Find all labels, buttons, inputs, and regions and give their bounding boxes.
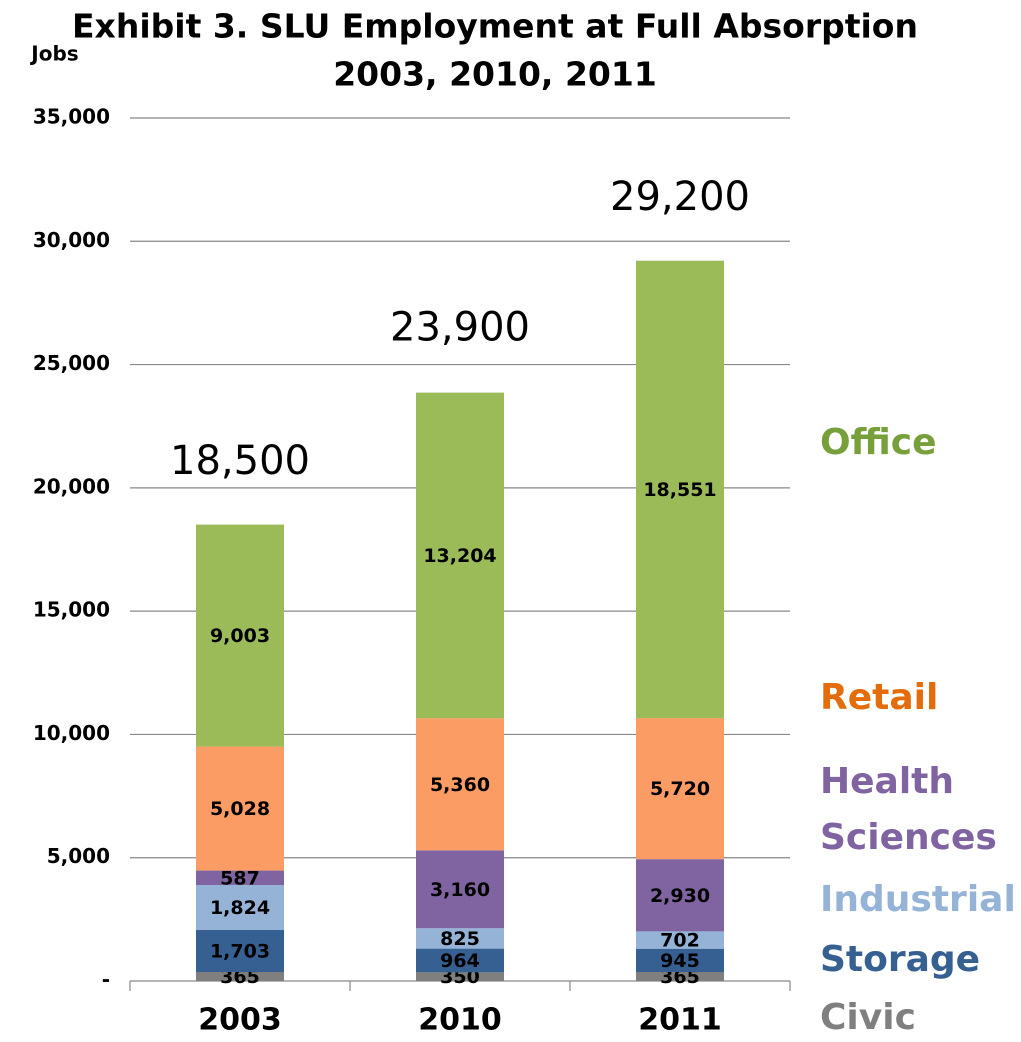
total-label: 29,200 <box>610 174 750 220</box>
x-tick-label: 2011 <box>638 1003 722 1038</box>
bar-segment <box>196 870 284 886</box>
legend-entry: Civic <box>820 997 916 1038</box>
bar-segment <box>196 930 284 973</box>
x-tick-label: 2003 <box>198 1003 282 1038</box>
data-label: 3,160 <box>430 879 490 901</box>
bar-segment <box>636 972 724 981</box>
bar-segment <box>196 524 284 747</box>
data-label: 13,204 <box>423 545 496 567</box>
bar-segment <box>416 972 504 981</box>
chart-subtitle: 2003, 2010, 2011 <box>333 55 657 94</box>
bar-segment <box>636 718 724 860</box>
total-label: 18,500 <box>170 438 310 484</box>
y-tick-label: 20,000 <box>33 474 110 498</box>
bar-segment <box>636 948 724 973</box>
data-label: 5,028 <box>210 798 270 820</box>
data-label: 945 <box>660 950 700 972</box>
bar-segment <box>636 859 724 932</box>
y-tick-label: 30,000 <box>33 228 110 252</box>
y-tick-label: 35,000 <box>33 105 110 129</box>
y-tick-label: 15,000 <box>33 598 110 622</box>
bar-segment <box>196 885 284 931</box>
data-label: 18,551 <box>643 479 716 501</box>
x-tick-label: 2010 <box>418 1003 502 1038</box>
y-tick-label: 25,000 <box>33 351 110 375</box>
legend-entry: Retail <box>820 677 939 718</box>
data-label: 5,360 <box>430 774 490 796</box>
bar-segment <box>636 260 724 719</box>
y-tick-label: 5,000 <box>47 844 110 868</box>
y-tick-label: - <box>102 968 110 992</box>
y-tick-label: 10,000 <box>33 721 110 745</box>
data-label: 9,003 <box>210 625 270 647</box>
legend-entry: Office <box>820 422 937 463</box>
bar-segment <box>636 931 724 949</box>
data-label: 5,720 <box>650 778 710 800</box>
data-label: 1,824 <box>210 897 270 919</box>
bar-segment <box>416 928 504 949</box>
bar-segment <box>416 392 504 719</box>
legend-entry: Industrial <box>820 879 1016 920</box>
data-label: 825 <box>440 928 480 950</box>
bar-segment <box>416 718 504 851</box>
y-axis-label: Jobs <box>29 42 78 66</box>
total-label: 23,900 <box>390 305 530 351</box>
data-label: 964 <box>440 950 480 972</box>
bar-segment <box>416 850 504 929</box>
legend-entry: Storage <box>820 939 981 980</box>
data-label: 2,930 <box>650 885 710 907</box>
legend-entry: Health Sciences <box>820 761 997 858</box>
data-label: 587 <box>220 867 260 889</box>
bar-segment <box>196 972 284 981</box>
chart-title: Exhibit 3. SLU Employment at Full Absorp… <box>72 7 918 46</box>
data-label: 1,703 <box>210 941 270 963</box>
bar-segment <box>416 948 504 973</box>
data-label: 702 <box>660 930 700 952</box>
bar-segment <box>196 746 284 871</box>
